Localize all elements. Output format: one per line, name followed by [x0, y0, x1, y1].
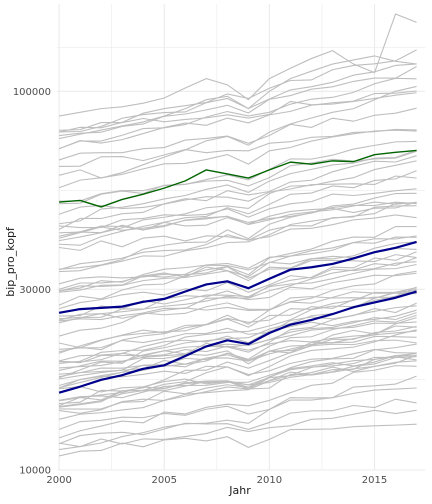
- background-series-line: [58, 129, 417, 189]
- x-tick-label: 2005: [152, 475, 177, 486]
- background-series-line: [59, 192, 417, 270]
- x-axis-ticks: 2000 2005 2010 2015: [46, 475, 387, 486]
- background-series-line: [59, 202, 417, 273]
- y-tick-label: 100000: [13, 87, 51, 98]
- background-series-line: [59, 409, 417, 448]
- background-series-line: [59, 312, 417, 369]
- background-series-line: [59, 149, 417, 225]
- x-tick-label: 2015: [362, 475, 387, 486]
- background-series-line: [58, 90, 417, 150]
- background-series-line: [59, 335, 417, 375]
- background-series-line: [58, 309, 417, 362]
- background-series-line: [58, 365, 417, 439]
- background-series-line: [59, 160, 417, 242]
- background-series-line: [59, 170, 417, 246]
- y-axis-ticks: 10000 30000 100000: [13, 87, 51, 477]
- background-series-line: [58, 288, 417, 349]
- background-series-line: [58, 325, 417, 389]
- background-series-line: [58, 261, 417, 310]
- x-tick-label: 2000: [46, 475, 71, 486]
- highlighted-series: [58, 149, 417, 394]
- x-axis-title: Jahr: [228, 484, 251, 497]
- background-series-line: [59, 291, 417, 322]
- background-series-line: [59, 305, 417, 380]
- background-series-line: [58, 289, 417, 321]
- background-series-line: [59, 236, 417, 292]
- background-series-line: [58, 225, 417, 306]
- background-series-line: [58, 55, 417, 140]
- background-series-line: [59, 360, 417, 393]
- background-series-line: [59, 214, 417, 251]
- background-series-line: [59, 92, 417, 131]
- background-series-line: [59, 356, 417, 408]
- background-series-line: [59, 66, 417, 137]
- background-series-line: [59, 188, 417, 229]
- background-series-line: [59, 355, 417, 401]
- highlighted-series-mid: [58, 240, 417, 314]
- background-series: [58, 13, 417, 457]
- y-tick-label: 30000: [19, 285, 51, 296]
- x-tick-label: 2010: [257, 475, 282, 486]
- background-series-line: [58, 77, 417, 150]
- background-series-line: [58, 257, 417, 337]
- background-series-line: [59, 354, 417, 414]
- background-series-line: [59, 128, 417, 167]
- background-series-line: [59, 321, 417, 364]
- background-series-line: [58, 201, 417, 239]
- highlighted-series-upper: [59, 149, 417, 208]
- background-series-line: [59, 63, 417, 133]
- y-tick-label: 10000: [19, 466, 51, 477]
- highlighted-series-low: [58, 290, 417, 394]
- background-series-line: [59, 263, 417, 317]
- background-series-line: [59, 13, 417, 117]
- background-series-line: [58, 107, 417, 161]
- background-series-line: [58, 251, 417, 324]
- background-series-line: [58, 339, 417, 371]
- background-series-line: [58, 398, 417, 445]
- background-series-line: [58, 254, 417, 285]
- background-series-line: [58, 85, 417, 179]
- background-series-line: [58, 423, 417, 457]
- background-series-line: [59, 317, 417, 405]
- background-series-line: [59, 329, 417, 408]
- background-series-line: [58, 387, 417, 430]
- background-series-line: [58, 155, 417, 230]
- background-series-line: [58, 353, 417, 420]
- y-axis-title: bip_pro_kopf: [4, 226, 17, 297]
- background-series-line: [59, 375, 417, 451]
